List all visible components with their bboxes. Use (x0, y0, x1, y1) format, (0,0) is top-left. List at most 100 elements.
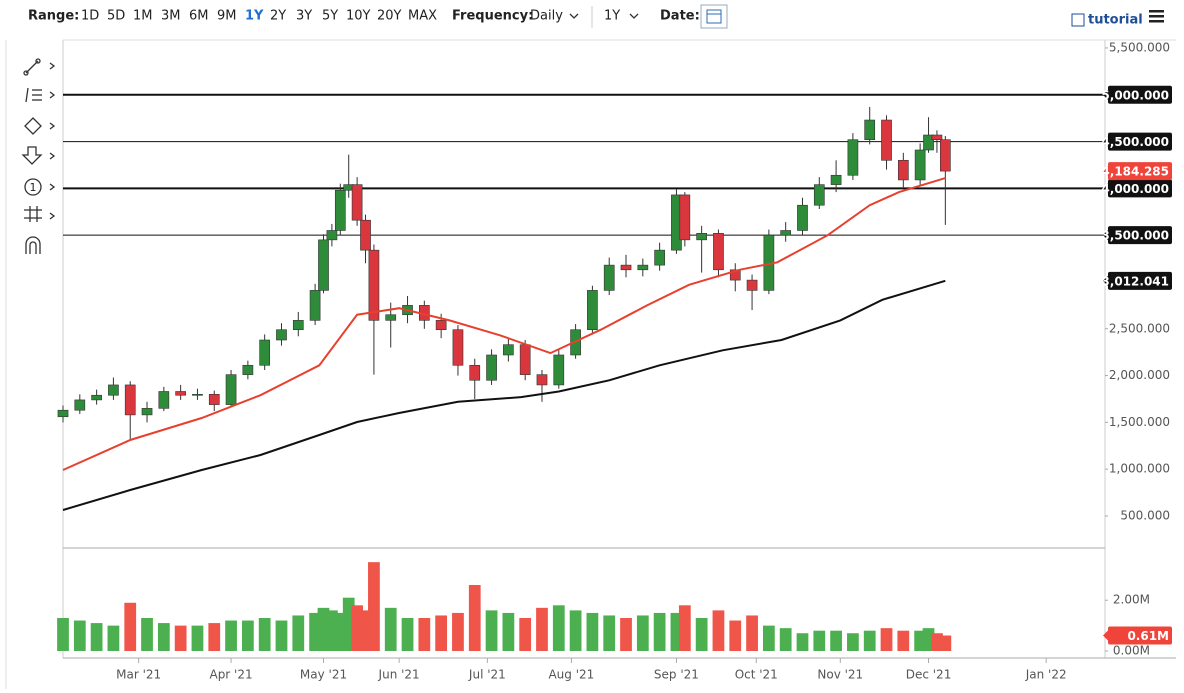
candle-body (881, 119, 892, 161)
range-button[interactable]: 20Y (377, 9, 402, 24)
volume-bar (191, 625, 204, 651)
calendar-icon[interactable] (706, 9, 722, 24)
range-button[interactable]: 6M (189, 9, 209, 24)
candle-body (242, 364, 254, 375)
volume-bar (746, 615, 758, 651)
range-button[interactable]: 5D (107, 9, 125, 24)
shape-tool[interactable] (24, 117, 42, 135)
measure-tool[interactable] (24, 206, 42, 222)
tool-chevron[interactable] (49, 91, 56, 99)
tool-icon[interactable] (35, 58, 41, 64)
candle-body (713, 232, 724, 271)
tool-icon-label[interactable]: 1 (30, 181, 37, 194)
candle-body (108, 384, 119, 396)
last-price-badge-pointer (1103, 166, 1108, 177)
calendar-button[interactable] (700, 4, 728, 29)
range-button[interactable]: 3Y (296, 9, 312, 24)
volume-bar (351, 605, 363, 651)
volume-bar (208, 623, 221, 651)
range-button[interactable]: 1D (81, 9, 99, 24)
range-button[interactable]: MAX (408, 9, 437, 24)
volume-bar (258, 618, 271, 651)
x-tick-label: Aug '21 (548, 668, 594, 682)
level-badge-bg (1108, 226, 1172, 245)
volume-bar (569, 610, 582, 651)
volume-bar (401, 618, 414, 651)
candle-body (469, 364, 481, 381)
volume-bar (830, 630, 842, 651)
range-button[interactable]: 1Y (245, 9, 264, 24)
line-tool[interactable] (23, 58, 41, 76)
range-label: Range: (28, 9, 79, 24)
tutorial-icon[interactable] (1071, 13, 1085, 27)
volume-bar (502, 612, 515, 651)
x-tick-label: Jan '22 (1025, 668, 1067, 682)
tool-icon[interactable] (24, 178, 42, 196)
tool-icon[interactable] (25, 87, 29, 103)
tutorial-link[interactable]: tutorial (1088, 13, 1143, 28)
arrow-tool[interactable] (21, 146, 43, 165)
level-badge: 4,500.000 (1101, 135, 1169, 149)
x-tick-label: Oct '21 (735, 668, 778, 682)
ma-badge-pointer (1103, 275, 1108, 286)
tool-chevron[interactable] (49, 62, 56, 70)
candle-body (679, 194, 691, 241)
range-button[interactable]: 10Y (346, 9, 371, 24)
volume-bar (552, 605, 565, 651)
candle-body (797, 204, 808, 231)
tool-icon[interactable] (25, 236, 41, 254)
dropdown-arrow[interactable] (629, 13, 639, 19)
candle-body (519, 344, 531, 375)
candle-body (57, 409, 69, 418)
frequency-select[interactable]: Daily (530, 9, 563, 24)
range-button[interactable]: 3M (161, 9, 181, 24)
x-tick-label: Sep '21 (654, 668, 699, 682)
candle-body (813, 184, 825, 206)
tool-chevron[interactable] (49, 152, 56, 160)
tool-icon[interactable] (24, 117, 42, 135)
tool-chevron[interactable] (49, 122, 56, 130)
candle-body (368, 249, 380, 321)
volume-bar (275, 620, 288, 651)
menu-button[interactable] (1149, 10, 1164, 23)
volume-bar (670, 612, 683, 651)
candle-body (351, 184, 363, 221)
tool-icon[interactable] (25, 60, 39, 74)
annotation-tool[interactable]: 1 (24, 178, 42, 196)
volume-bar (695, 618, 708, 651)
candle-body (360, 219, 371, 251)
fib-tool[interactable] (25, 87, 42, 103)
volume-bar (368, 562, 380, 651)
tool-icon[interactable] (23, 70, 29, 76)
x-tick-label: Jul '21 (468, 668, 506, 682)
period-select[interactable]: 1Y (604, 9, 620, 24)
dropdown-arrow[interactable] (569, 13, 579, 19)
calendar-frame[interactable] (700, 4, 728, 29)
tool-chevron[interactable] (49, 183, 56, 191)
volume-bar (712, 610, 725, 651)
range-button[interactable]: 5Y (322, 9, 338, 24)
candle-body (603, 264, 615, 291)
menu-bar[interactable] (1149, 20, 1164, 23)
y-tick-label: 2,500.000 (1109, 321, 1170, 335)
candle-body (225, 374, 237, 405)
range-button[interactable]: 1M (133, 9, 153, 24)
range-button[interactable]: 2Y (270, 9, 286, 24)
volume-bar (485, 610, 498, 651)
menu-bar[interactable] (1149, 15, 1164, 18)
level-badge-pointer (1103, 89, 1108, 100)
volume-badge-bg (1108, 626, 1172, 645)
volume-bar (762, 625, 775, 651)
menu-bar[interactable] (1149, 10, 1164, 13)
volume-bar (342, 597, 355, 651)
magnet-tool[interactable] (25, 236, 41, 254)
last-price-badge-bg (1108, 162, 1172, 181)
volume-bar (847, 633, 859, 651)
tool-icon[interactable] (21, 146, 43, 165)
volume-bar (813, 630, 826, 651)
candle-body (914, 149, 926, 181)
volume-bar (141, 618, 153, 651)
range-button[interactable]: 9M (217, 9, 237, 24)
tool-chevron[interactable] (49, 212, 56, 220)
